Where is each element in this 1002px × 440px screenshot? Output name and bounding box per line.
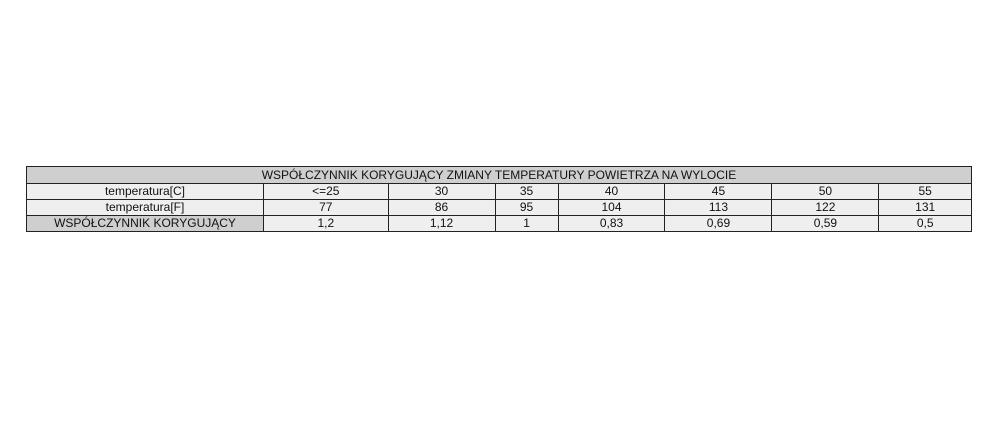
table-row-fahrenheit: temperatura[F] 77 86 95 104 113 122 131 [26, 199, 972, 216]
cell: 0,83 [557, 215, 666, 232]
cell: 45 [664, 183, 773, 200]
cell: 77 [263, 199, 389, 216]
cell: 131 [878, 199, 972, 216]
table-title: WSPÓŁCZYNNIK KORYGUJĄCY ZMIANY TEMPERATU… [26, 166, 972, 184]
cell: 113 [664, 199, 773, 216]
cell: 40 [557, 183, 666, 200]
cell: 1,2 [263, 215, 389, 232]
row-label: WSPÓŁCZYNNIK KORYGUJĄCY [26, 215, 264, 232]
cell: 122 [771, 199, 880, 216]
table-row-celsius: temperatura[C] <=25 30 35 40 45 50 55 [26, 183, 972, 200]
cell: 0,69 [664, 215, 773, 232]
title-row: WSPÓŁCZYNNIK KORYGUJĄCY ZMIANY TEMPERATU… [26, 166, 972, 184]
cell: 0,59 [771, 215, 880, 232]
cell: 1 [494, 215, 559, 232]
cell: <=25 [263, 183, 389, 200]
cell: 95 [494, 199, 559, 216]
cell: 35 [494, 183, 559, 200]
cell: 86 [387, 199, 496, 216]
row-label: temperatura[C] [26, 183, 264, 200]
cell: 104 [557, 199, 666, 216]
cell: 50 [771, 183, 880, 200]
table-row-factor: WSPÓŁCZYNNIK KORYGUJĄCY 1,2 1,12 1 0,83 … [26, 215, 972, 232]
cell: 1,12 [387, 215, 496, 232]
cell: 55 [878, 183, 972, 200]
cell: 0,5 [878, 215, 972, 232]
row-label: temperatura[F] [26, 199, 264, 216]
correction-factor-table: WSPÓŁCZYNNIK KORYGUJĄCY ZMIANY TEMPERATU… [26, 166, 972, 232]
cell: 30 [387, 183, 496, 200]
